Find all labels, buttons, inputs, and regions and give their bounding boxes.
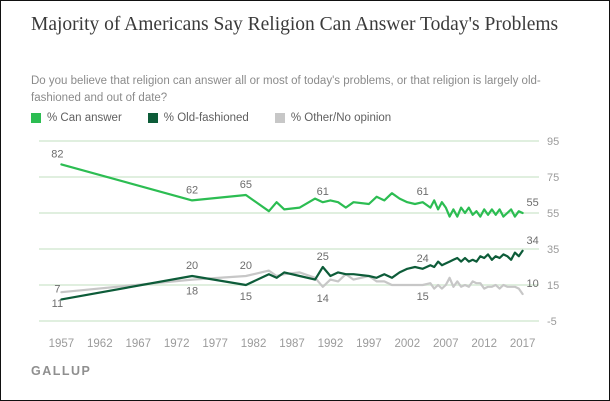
data-label: 55 (527, 197, 539, 209)
legend-label: % Other/No opinion (290, 112, 392, 124)
legend-label: % Can answer (47, 112, 122, 124)
x-tick-label: 1982 (241, 338, 267, 350)
data-label: 20 (240, 260, 252, 272)
trend-line-chart: 95 75 55 35 15 -5 1957 1962 1967 1972 1977 1982 1987… (39, 136, 559, 350)
line-old-fashioned (60, 249, 524, 301)
y-tick-label: 55 (547, 208, 559, 220)
y-tick-label: 15 (547, 280, 559, 292)
line-other-no-opinion (60, 269, 524, 296)
data-label: 10 (527, 278, 539, 290)
data-label: 11 (52, 298, 63, 310)
data-label: 20 (186, 260, 198, 272)
data-label: 65 (240, 179, 252, 191)
data-label: 24 (417, 253, 429, 265)
x-tick-label: 1957 (49, 338, 75, 350)
x-tick-label: 1997 (356, 338, 382, 350)
line-can-answer (60, 163, 524, 218)
data-label: 82 (51, 148, 63, 160)
x-tick-label: 1977 (202, 338, 228, 350)
data-label: 25 (317, 251, 329, 263)
legend-item-old-fashioned: % Old-fashioned (147, 112, 249, 124)
legend-swatch-other-no-opinion (274, 113, 285, 123)
x-tick-label: 2007 (433, 338, 459, 350)
y-tick-label: 95 (547, 136, 559, 148)
y-tick-label: 35 (547, 244, 559, 256)
y-tick-label: 75 (547, 172, 559, 184)
legend-swatch-can-answer (31, 113, 41, 123)
data-label: 18 (186, 286, 198, 298)
x-tick-label: 1987 (279, 338, 305, 350)
legend-label: % Old-fashioned (163, 112, 249, 124)
legend-swatch-old-fashioned (147, 113, 158, 123)
x-tick-label: 2002 (395, 338, 421, 350)
legend-item-can-answer: % Can answer (31, 112, 122, 124)
x-tick-label: 1962 (87, 338, 113, 350)
data-label: 62 (186, 184, 198, 196)
x-tick-label: 2017 (510, 338, 536, 350)
x-tick-label: 1967 (125, 338, 151, 350)
y-tick-label: -5 (547, 316, 557, 328)
data-label: 34 (527, 235, 539, 247)
chart-title: Majority of Americans Say Religion Can A… (31, 14, 559, 35)
data-label: 61 (417, 186, 429, 198)
chart-subtitle: Do you believe that religion can answer … (31, 75, 541, 105)
data-label: 15 (240, 291, 252, 303)
x-tick-label: 2012 (471, 338, 497, 350)
x-tick-label: 1972 (164, 338, 190, 350)
data-label: 61 (317, 186, 329, 198)
data-label: 7 (54, 283, 60, 295)
legend-item-other-no-opinion: % Other/No opinion (274, 112, 392, 124)
x-tick-label: 1992 (318, 338, 344, 350)
gallup-logo: GALLUP (31, 364, 92, 378)
data-label: 14 (317, 293, 329, 305)
data-label: 15 (417, 291, 429, 303)
chart-legend: % Can answer % Old-fashioned % Other/No op… (31, 112, 391, 124)
